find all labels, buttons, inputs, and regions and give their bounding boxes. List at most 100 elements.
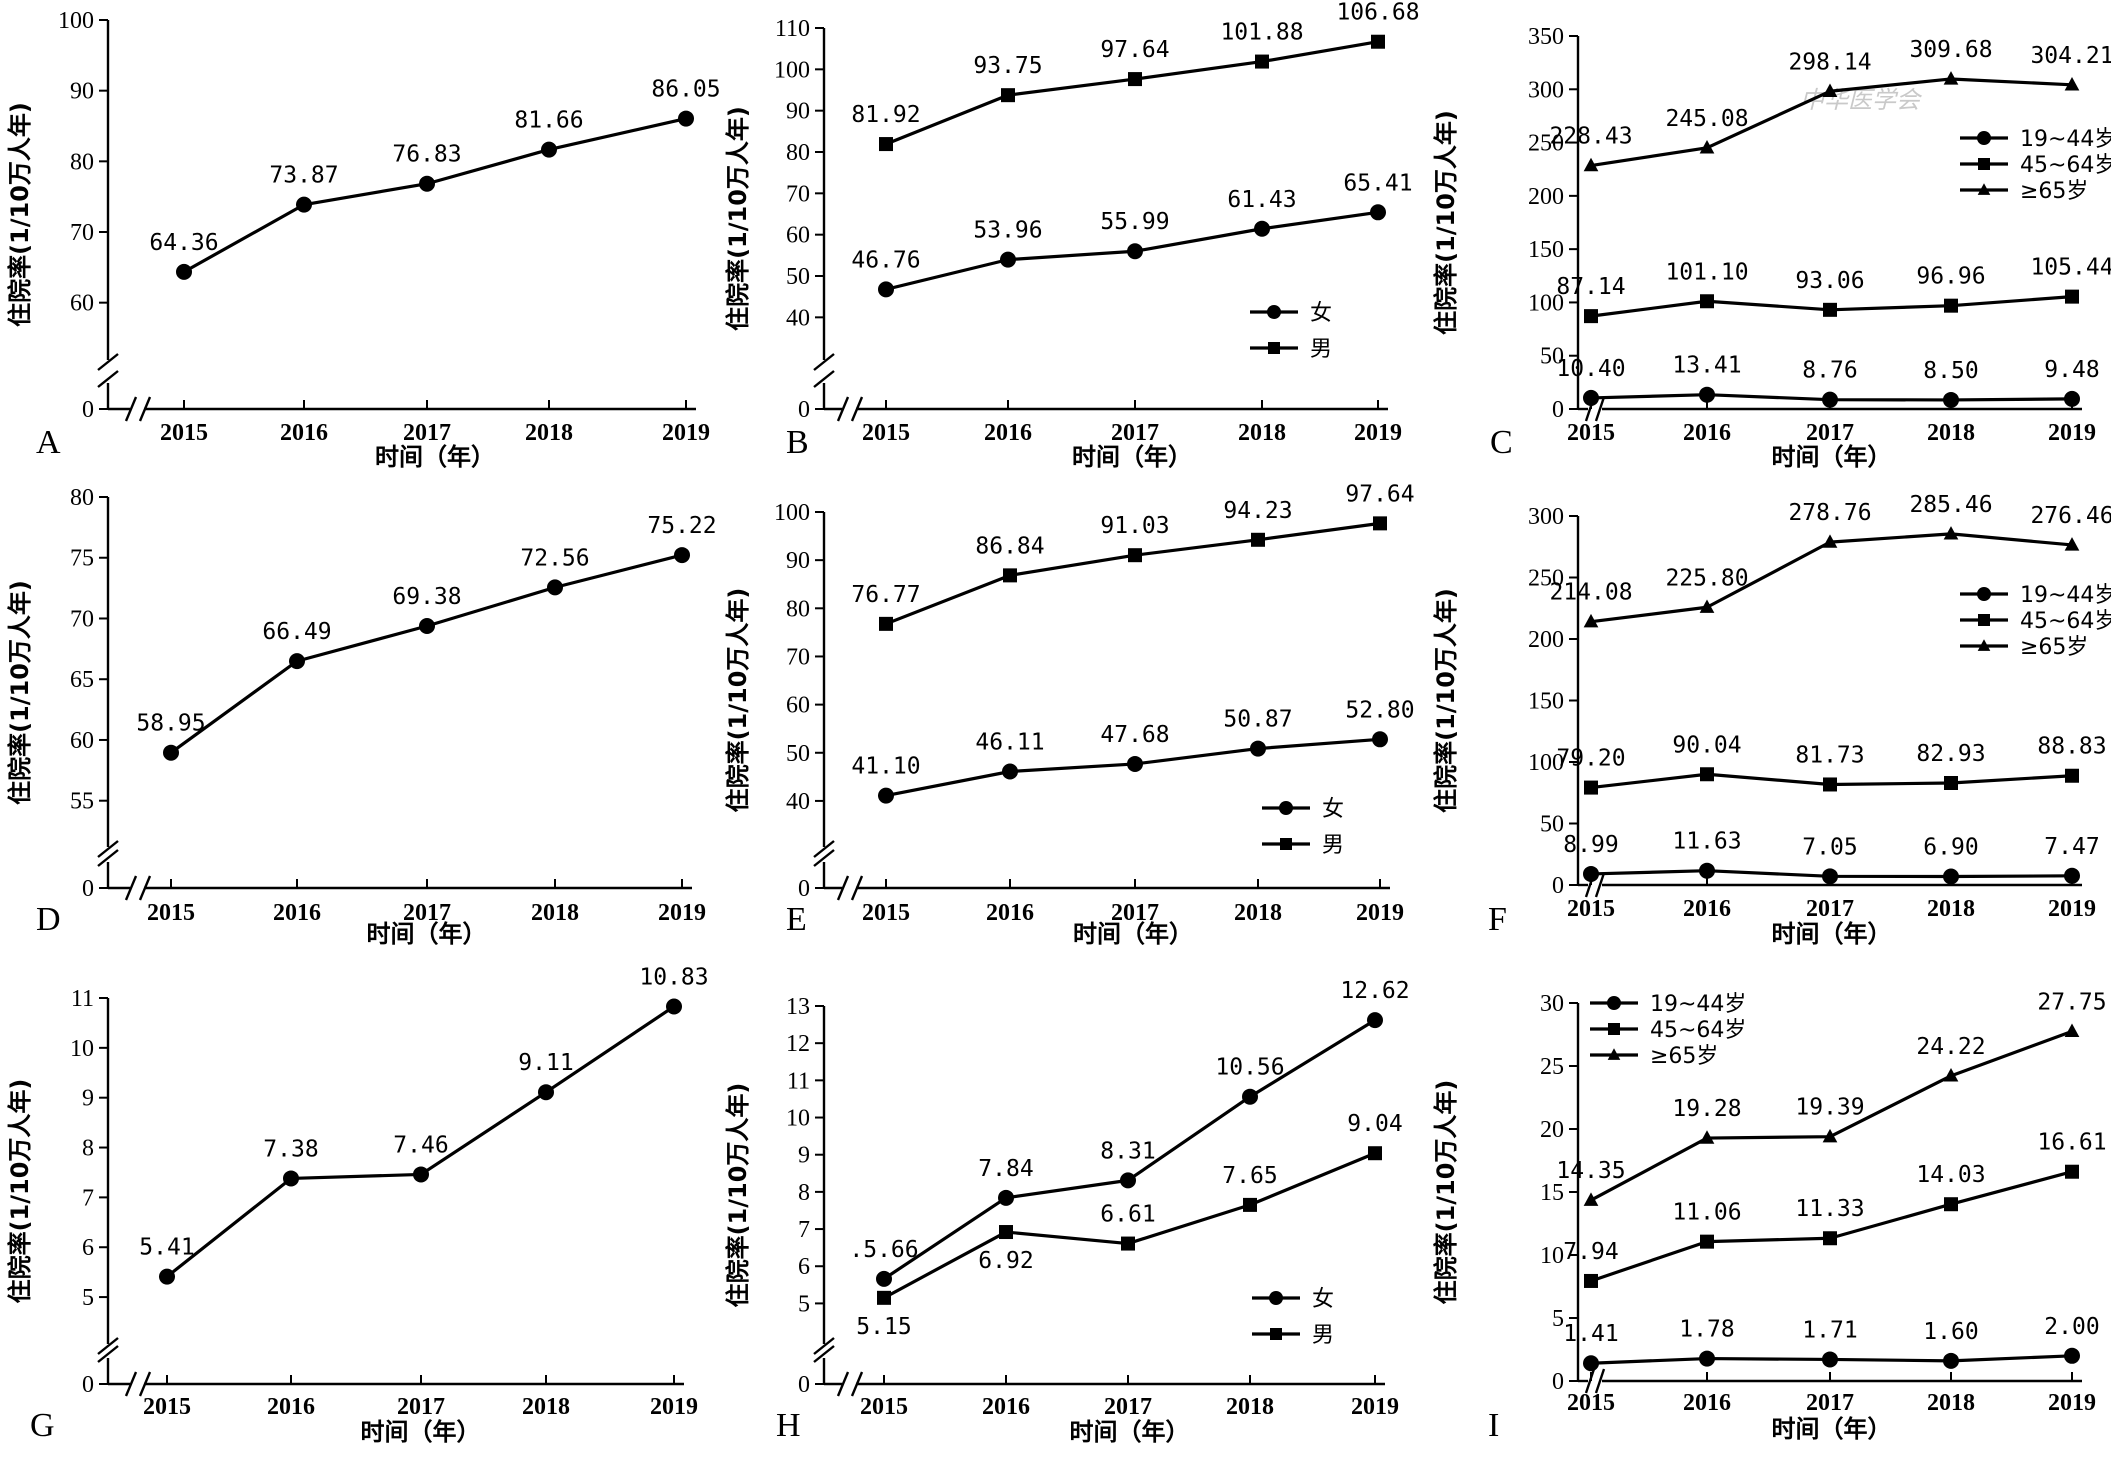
series-0: 8.99 11.63 7.05 6.90 7.47 <box>1563 829 2100 885</box>
data-label: 53.96 <box>973 218 1042 244</box>
y-tick-label: 50 <box>1540 344 1564 370</box>
y-tick-label: 9 <box>798 1143 810 1169</box>
x-tick-label: 2019 <box>658 900 706 926</box>
data-point <box>1699 386 1715 403</box>
data-label: 8.99 <box>1563 832 1618 858</box>
y-tick-label: 150 <box>1528 689 1564 715</box>
x-tick-label: 2019 <box>662 420 710 446</box>
data-label: 24.22 <box>1916 1034 1985 1060</box>
x-tick-label: 2017 <box>1806 1390 1854 1416</box>
y-tick-label: 150 <box>1528 237 1564 263</box>
data-point <box>1370 204 1386 221</box>
y-tick-label: 55 <box>70 789 94 815</box>
x-tick-label: 2016 <box>986 900 1034 926</box>
panel-letter: I <box>1488 1407 1499 1444</box>
y-tick-label: 20 <box>1540 1117 1564 1143</box>
data-label: 13.41 <box>1672 353 1741 379</box>
y-axis-break-mark <box>97 1337 119 1355</box>
data-point <box>1001 88 1015 103</box>
data-point <box>1127 755 1143 772</box>
data-label: 90.04 <box>1672 732 1741 758</box>
y-tick-label: 5 <box>82 1285 94 1311</box>
data-point <box>1373 516 1387 531</box>
data-point <box>1944 1197 1958 1212</box>
legend-label: 45~64岁 <box>2020 153 2111 178</box>
legend-label: 女 <box>1322 797 1344 822</box>
data-point <box>878 787 894 804</box>
panel-d: 0 55 60 65 70 75 80 2015 2016 2017 2018 2019 时间（年） 住院… <box>6 485 717 948</box>
y-tick-label: 40 <box>786 789 810 815</box>
data-label: 7.84 <box>978 1156 1033 1182</box>
y-tick-label: 50 <box>786 741 810 767</box>
data-point <box>413 1166 429 1183</box>
data-label: 1.41 <box>1563 1321 1618 1347</box>
x-tick-label: 2017 <box>1806 896 1854 922</box>
y-axis-break-mark <box>813 840 835 858</box>
data-label: 91.03 <box>1100 513 1169 539</box>
x-axis-break-mark <box>124 875 138 901</box>
data-label: 7.05 <box>1802 834 1857 860</box>
y-tick-label: 13 <box>786 994 810 1020</box>
y-tick-label: 40 <box>786 305 810 331</box>
data-point <box>541 141 557 158</box>
x-axis-break-mark <box>1594 396 1606 422</box>
data-point <box>2064 537 2080 551</box>
data-label: 16.61 <box>2037 1130 2106 1156</box>
data-point <box>1944 775 1958 790</box>
data-label: 97.64 <box>1100 37 1169 63</box>
panel-c: 0 50 100 150 200 250 300 350 2015 2016 2017 2018 201… <box>1432 24 2111 471</box>
data-point <box>879 616 893 631</box>
data-point <box>678 110 694 127</box>
y-axis-break-mark <box>97 370 119 388</box>
series-0: 58.95 66.49 69.38 72.56 75.22 <box>136 513 717 761</box>
legend-label: ≥65岁 <box>1650 1044 1718 1069</box>
data-point <box>1003 568 1017 583</box>
y-tick-label: 10 <box>70 1036 94 1062</box>
y-axis-break-mark <box>97 849 119 867</box>
x-tick-label: 2016 <box>280 420 328 446</box>
data-label: 6.61 <box>1100 1202 1155 1228</box>
data-point <box>2064 76 2080 91</box>
y-tick-label: 0 <box>82 876 94 902</box>
series-1: 76.77 86.84 91.03 94.23 97.64 <box>851 481 1415 631</box>
x-tick-label: 2019 <box>650 1394 698 1420</box>
data-label: 105.44 <box>2030 255 2111 281</box>
data-point <box>1583 1355 1599 1372</box>
y-axis-break-mark <box>813 1345 835 1363</box>
y-tick-label: 5 <box>798 1291 810 1317</box>
data-label: 27.75 <box>2037 989 2106 1015</box>
panel-g: 0 5 6 7 8 9 10 11 2015 2016 2017 2018 2019 时间（年） 住院率(1… <box>6 964 709 1446</box>
data-label: 6.92 <box>978 1248 1033 1274</box>
data-label: 93.75 <box>973 53 1042 79</box>
data-label: 11.06 <box>1672 1200 1741 1226</box>
x-tick-label: 2017 <box>1111 420 1159 446</box>
x-tick-label: 2015 <box>143 1394 191 1420</box>
data-label: 6.90 <box>1923 835 1978 861</box>
y-axis-break-mark <box>813 370 835 388</box>
series-1: 87.14 101.10 93.06 96.96 105.44 <box>1556 255 2111 324</box>
data-label: 225.80 <box>1665 565 1748 591</box>
x-axis-title: 时间（年） <box>1772 1415 1892 1443</box>
data-label: 94.23 <box>1223 498 1292 524</box>
legend-marker <box>1977 183 1991 195</box>
legend-marker <box>1977 131 1991 145</box>
x-tick-label: 2018 <box>525 420 573 446</box>
data-label: 66.49 <box>262 619 331 645</box>
data-point <box>296 196 312 213</box>
data-label: 64.36 <box>149 230 218 256</box>
y-tick-label: 0 <box>1552 397 1564 423</box>
data-point <box>176 263 192 280</box>
data-point <box>1822 534 1838 548</box>
series-2: 214.08 225.80 278.76 285.46 276.46 <box>1549 492 2111 628</box>
y-tick-label: 8 <box>82 1136 94 1162</box>
data-label: 298.14 <box>1788 49 1871 75</box>
data-point <box>1127 243 1143 260</box>
y-tick-label: 0 <box>82 1372 94 1398</box>
data-label: 52.80 <box>1345 697 1414 723</box>
x-tick-label: 2016 <box>1683 896 1731 922</box>
y-tick-label: 5 <box>1552 1306 1564 1332</box>
legend: 女男 <box>1250 301 1332 362</box>
series-1: 81.92 93.75 97.64 101.88 106.68 <box>851 0 1420 152</box>
data-point <box>1120 1172 1136 1189</box>
